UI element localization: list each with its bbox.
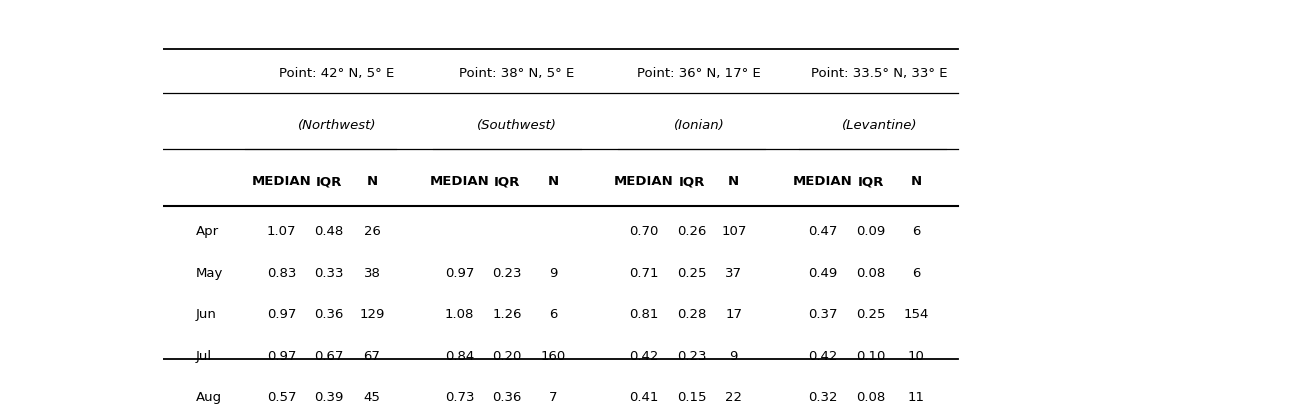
Text: Point: 42° N, 5° E: Point: 42° N, 5° E [280,67,394,80]
Text: 129: 129 [359,307,385,320]
Text: 6: 6 [549,307,558,320]
Text: N: N [728,175,740,188]
Text: Point: 36° N, 17° E: Point: 36° N, 17° E [637,67,760,80]
Text: 107: 107 [722,224,746,237]
Text: 9: 9 [549,266,558,279]
Text: (Northwest): (Northwest) [298,119,376,132]
Text: 9: 9 [729,349,738,362]
Text: N: N [547,175,559,188]
Text: 0.20: 0.20 [493,349,521,362]
Text: 6: 6 [911,224,920,237]
Text: 1.26: 1.26 [493,307,521,320]
Text: 1.07: 1.07 [266,224,296,237]
Text: 45: 45 [364,390,381,403]
Text: 11: 11 [907,390,924,403]
Text: Point: 38° N, 5° E: Point: 38° N, 5° E [459,67,575,80]
Text: 0.71: 0.71 [629,266,659,279]
Text: 37: 37 [725,266,742,279]
Text: 7: 7 [549,390,558,403]
Text: N: N [367,175,377,188]
Text: 0.10: 0.10 [857,349,885,362]
Text: N: N [910,175,922,188]
Text: 0.57: 0.57 [266,390,296,403]
Text: Jun: Jun [196,307,217,320]
Text: 10: 10 [907,349,924,362]
Text: MEDIAN: MEDIAN [251,175,311,188]
Text: Aug: Aug [196,390,222,403]
Text: 0.42: 0.42 [807,349,837,362]
Text: 0.26: 0.26 [677,224,706,237]
Text: Apr: Apr [196,224,218,237]
Text: IQR: IQR [316,175,342,188]
Text: 0.67: 0.67 [315,349,343,362]
Text: 0.84: 0.84 [445,349,474,362]
Text: 0.33: 0.33 [315,266,343,279]
Text: 26: 26 [364,224,381,237]
Text: 0.97: 0.97 [445,266,474,279]
Text: May: May [196,266,224,279]
Text: Jul: Jul [196,349,212,362]
Text: 160: 160 [541,349,566,362]
Text: IQR: IQR [858,175,884,188]
Text: 67: 67 [364,349,381,362]
Text: (Southwest): (Southwest) [477,119,556,132]
Text: 1.08: 1.08 [445,307,474,320]
Text: 0.42: 0.42 [629,349,659,362]
Text: 0.47: 0.47 [807,224,837,237]
Text: 0.41: 0.41 [629,390,659,403]
Text: 0.08: 0.08 [857,390,885,403]
Text: MEDIAN: MEDIAN [430,175,490,188]
Text: IQR: IQR [679,175,705,188]
Text: (Ionian): (Ionian) [673,119,724,132]
Text: 0.48: 0.48 [315,224,343,237]
Text: 22: 22 [725,390,742,403]
Text: 0.08: 0.08 [857,266,885,279]
Text: 0.25: 0.25 [677,266,706,279]
Text: 0.36: 0.36 [315,307,343,320]
Text: 154: 154 [903,307,928,320]
Text: 0.15: 0.15 [677,390,706,403]
Text: (Levantine): (Levantine) [841,119,916,132]
Text: Point: 33.5° N, 33° E: Point: 33.5° N, 33° E [811,67,948,80]
Text: 0.39: 0.39 [315,390,343,403]
Text: 0.23: 0.23 [677,349,706,362]
Text: 38: 38 [364,266,381,279]
Text: 0.49: 0.49 [807,266,837,279]
Text: 0.09: 0.09 [857,224,885,237]
Text: 0.83: 0.83 [266,266,296,279]
Text: 0.32: 0.32 [807,390,837,403]
Text: 0.97: 0.97 [266,349,296,362]
Text: 0.81: 0.81 [629,307,659,320]
Text: MEDIAN: MEDIAN [793,175,853,188]
Text: 0.23: 0.23 [493,266,521,279]
Text: 0.36: 0.36 [493,390,521,403]
Text: 0.73: 0.73 [445,390,474,403]
Text: 0.37: 0.37 [807,307,837,320]
Text: IQR: IQR [494,175,520,188]
Text: 0.97: 0.97 [266,307,296,320]
Text: 0.28: 0.28 [677,307,706,320]
Text: 6: 6 [911,266,920,279]
Text: 0.25: 0.25 [855,307,885,320]
Text: 0.70: 0.70 [629,224,659,237]
Text: 17: 17 [725,307,742,320]
Text: MEDIAN: MEDIAN [614,175,673,188]
